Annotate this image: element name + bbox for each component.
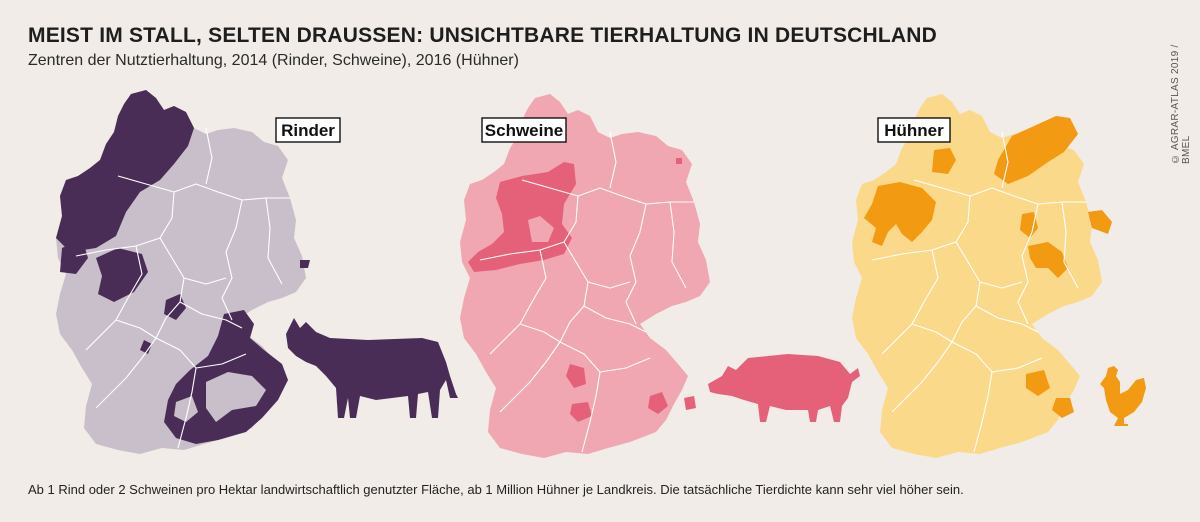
footnote: Ab 1 Rind oder 2 Schweinen pro Hektar la… (28, 482, 964, 497)
cow-icon (286, 318, 458, 418)
map-schweine-highlights (468, 158, 696, 422)
map-huehner: Hühner (852, 94, 1112, 458)
map-schweine: Schweine (460, 94, 710, 458)
label-rinder-box (275, 117, 341, 143)
pig-icon (708, 354, 860, 422)
map-rinder: Rinder (56, 90, 341, 454)
label-huehner-box (877, 117, 951, 143)
map-huehner-highlights (864, 116, 1112, 418)
label-schweine: Schweine (485, 121, 563, 140)
infographic-title: MEIST IM STALL, SELTEN DRAUSSEN: UNSICHT… (28, 24, 938, 47)
chicken-icon (1100, 366, 1146, 426)
infographic-subtitle: Zentren der Nutztierhaltung, 2014 (Rinde… (28, 52, 519, 69)
label-huehner: Hühner (884, 121, 944, 140)
label-rinder: Rinder (281, 121, 335, 140)
label-schweine-box (481, 117, 567, 143)
